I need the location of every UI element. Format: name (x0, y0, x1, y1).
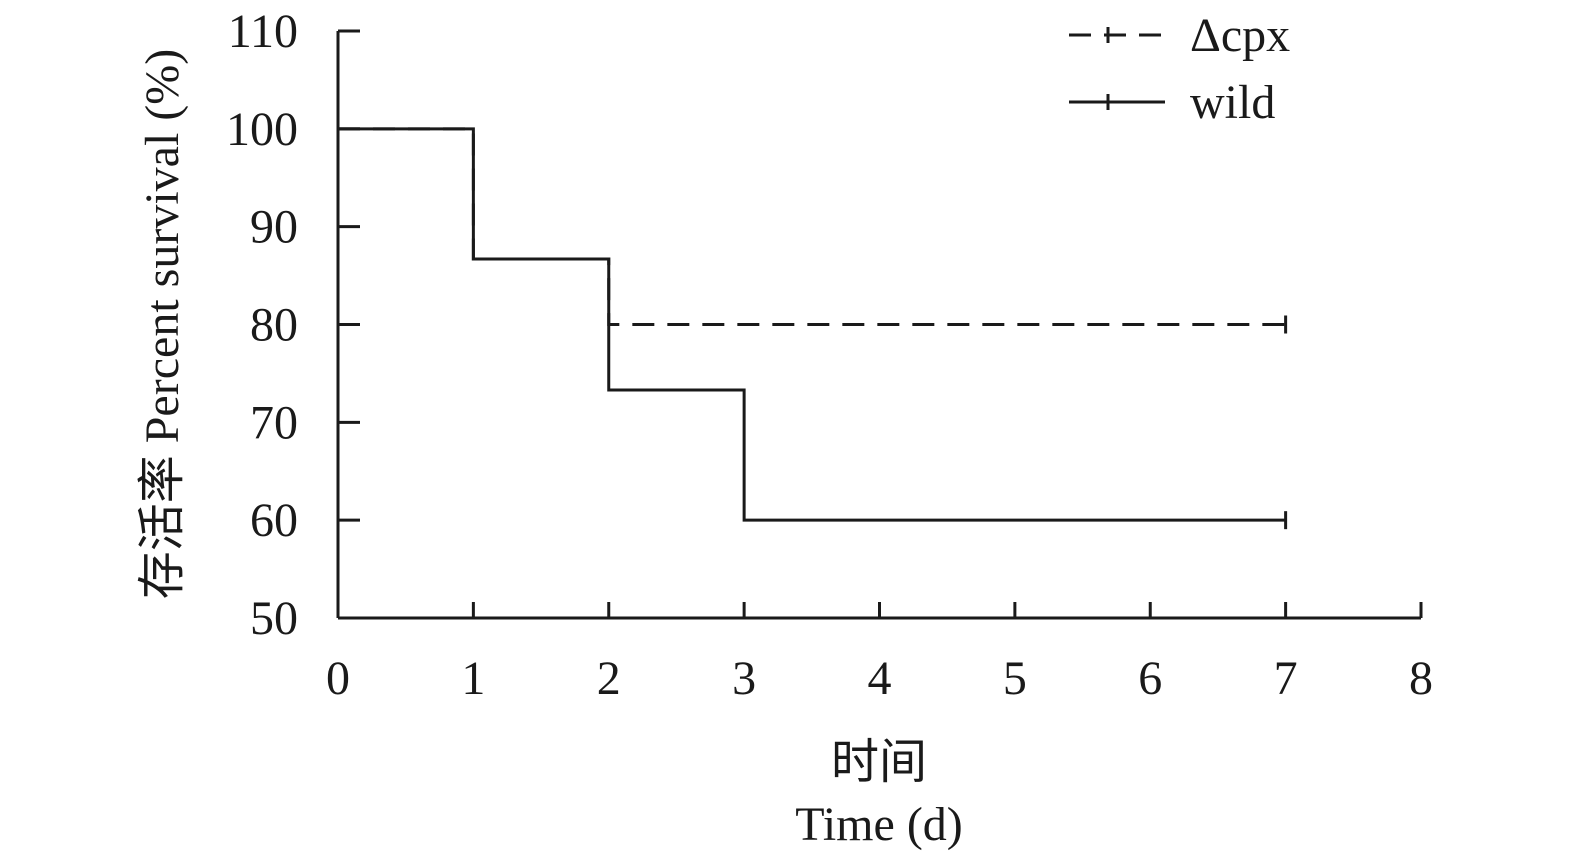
x-tick-label: 3 (732, 652, 756, 705)
series-line-cpx (338, 127, 1286, 326)
legend-label-cpx: Δcpx (1190, 9, 1290, 62)
x-tick-label: 7 (1274, 652, 1298, 705)
x-axis-title-cn: 时间 (831, 736, 927, 789)
y-axis-title: 存活率 Percent survival (%) (136, 49, 189, 600)
y-tick-label: 110 (228, 5, 298, 58)
x-tick-label: 1 (461, 652, 485, 705)
x-tick-label: 4 (868, 652, 892, 705)
y-tick-label: 70 (250, 396, 298, 449)
series-layer (338, 127, 1288, 530)
series-line-wild (338, 127, 1286, 522)
y-tick-label: 100 (226, 103, 298, 156)
x-ticks: 0 1 2 3 4 5 6 7 8 (326, 602, 1433, 705)
legend: Δcpx wild (1069, 9, 1290, 129)
x-tick-label: 6 (1138, 652, 1162, 705)
x-tick-label: 5 (1003, 652, 1027, 705)
x-axis-title: Time (d) (795, 798, 963, 851)
legend-item-wild: wild (1069, 76, 1275, 129)
x-tick-label: 0 (326, 652, 350, 705)
y-ticks: 50 60 70 80 90 100 110 (226, 5, 360, 645)
y-tick-label: 80 (250, 299, 298, 352)
x-tick-label: 2 (597, 652, 621, 705)
y-tick-label: 50 (250, 592, 298, 645)
legend-label-wild: wild (1190, 76, 1275, 129)
legend-item-cpx: Δcpx (1069, 9, 1290, 62)
y-tick-label: 60 (250, 494, 298, 547)
x-tick-label: 8 (1409, 652, 1433, 705)
y-tick-label: 90 (250, 201, 298, 254)
